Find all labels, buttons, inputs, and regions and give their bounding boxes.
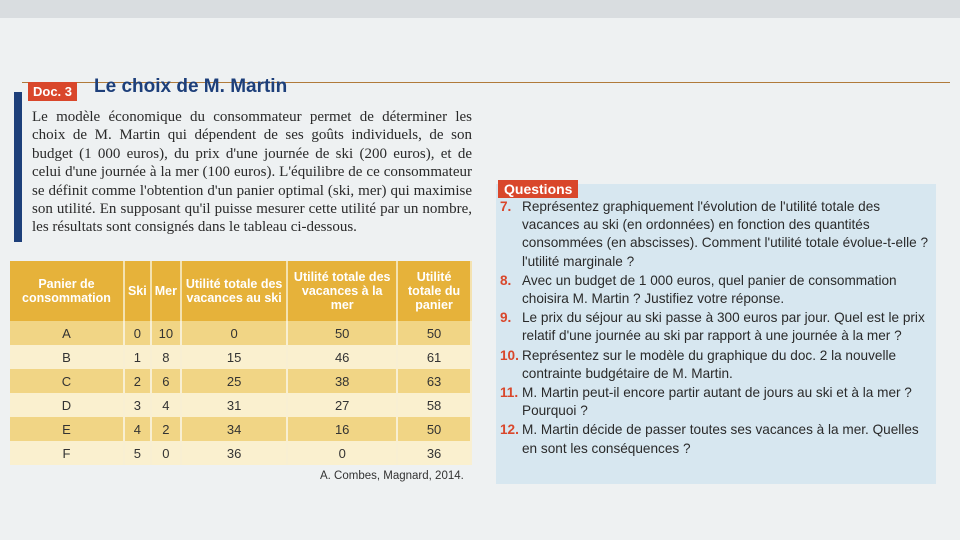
- table-row: A 0 10 0 50 50: [10, 321, 472, 345]
- table-row: E 4 2 34 16 50: [10, 417, 472, 441]
- table-cell: 1: [123, 345, 152, 369]
- table-cell: 36: [397, 441, 472, 465]
- questions-list: 7. Représentez graphiquement l'évolution …: [500, 198, 930, 459]
- source: A. Combes, Magnard, 2014.: [320, 470, 464, 482]
- table-header: Ski: [123, 261, 152, 321]
- table-cell: 2: [150, 417, 182, 441]
- question-text: Représentez graphiquement l'évolution de…: [522, 199, 929, 269]
- table-row: D 3 4 31 27 58: [10, 393, 472, 417]
- table-cell: 61: [397, 345, 472, 369]
- question: 9. Le prix du séjour au ski passe à 300 e…: [500, 309, 930, 345]
- table-cell: 0: [180, 321, 289, 345]
- table-cell: 16: [287, 417, 399, 441]
- question-text: Représentez sur le modèle du graphique d…: [522, 347, 897, 381]
- doc-label: Doc. 3: [28, 82, 78, 101]
- question-number: 11.: [500, 385, 519, 401]
- table-cell: 31: [180, 393, 289, 417]
- header-row: Panier de consommation Ski Mer Utilité tota…: [10, 261, 472, 321]
- table-header: Utilité totale des vacances à la mer: [287, 261, 399, 321]
- table-cell: E: [10, 417, 125, 441]
- table-cell: 0: [123, 321, 152, 345]
- table-cell: 58: [397, 393, 472, 417]
- data-table: Panier de consommation Ski Mer Utilité tota…: [10, 261, 472, 465]
- question-text: Avec un budget de 1 000 euros, quel pani…: [522, 272, 897, 307]
- doc-text: Le modèle économique du consommateur per…: [32, 109, 472, 236]
- question: 11. M. Martin peut-il encore partir autan…: [500, 384, 930, 420]
- table-cell: A: [10, 321, 125, 345]
- table-row: C 2 6 25 38 63: [10, 369, 472, 393]
- question-number: 12.: [500, 422, 519, 438]
- table-header: Utilité totale des vacances au ski: [180, 261, 289, 321]
- table-header: Utilité totale du panier: [397, 261, 472, 321]
- table-cell: 50: [397, 417, 472, 441]
- question-text: Le prix du séjour au ski passe à 300 eur…: [522, 310, 925, 344]
- table-cell: F: [10, 441, 125, 465]
- table-cell: 4: [150, 393, 182, 417]
- table-cell: 15: [180, 345, 289, 369]
- table-cell: 27: [287, 393, 399, 417]
- table-cell: 10: [150, 321, 182, 345]
- table-cell: 46: [287, 345, 399, 369]
- title-rule: [22, 82, 950, 83]
- table-cell: 5: [123, 441, 152, 465]
- table-cell: 38: [287, 369, 399, 393]
- question: 12. M. Martin décide de passer toutes ses…: [500, 421, 930, 457]
- book-page: Doc. 3 Le choix de M. Martin Le modèle é…: [0, 18, 960, 540]
- table-cell: 0: [150, 441, 182, 465]
- question-number: 8.: [500, 272, 512, 288]
- table-cell: 36: [180, 441, 289, 465]
- table-cell: C: [10, 369, 125, 393]
- table-header: Panier de consommation: [10, 261, 125, 321]
- table-row: F 5 0 36 0 36: [10, 441, 472, 465]
- table-row: B 1 8 15 46 61: [10, 345, 472, 369]
- table-cell: 50: [397, 321, 472, 345]
- table-body: A 0 10 0 50 50 B 1 8 15 46 61 C 2 6 25 38 63 D 3 4 31 27 58 E 4 2 3…: [10, 321, 472, 465]
- table-cell: B: [10, 345, 125, 369]
- question-text: M. Martin peut-il encore partir autant d…: [522, 385, 912, 419]
- questions-label: Questions: [498, 180, 579, 198]
- question-number: 7.: [500, 199, 512, 214]
- question-text: M. Martin décide de passer toutes ses va…: [522, 422, 919, 456]
- table-cell: D: [10, 393, 125, 417]
- questions-box: [496, 184, 936, 484]
- question: 8. Avec un budget de 1 000 euros, quel pa…: [500, 272, 930, 308]
- table-cell: 2: [123, 369, 152, 393]
- doc-title: Le choix de M. Martin: [94, 76, 288, 97]
- question: 7. Représentez graphiquement l'évolution …: [500, 198, 930, 271]
- table-cell: 6: [150, 369, 182, 393]
- table-cell: 3: [123, 393, 152, 417]
- table-cell: 0: [287, 441, 399, 465]
- table-cell: 4: [123, 417, 152, 441]
- question-number: 9.: [500, 310, 512, 326]
- table-cell: 25: [180, 369, 289, 393]
- table-header: Mer: [150, 261, 182, 321]
- table-cell: 50: [287, 321, 399, 345]
- question-number: 10.: [500, 347, 519, 363]
- table-cell: 63: [397, 369, 472, 393]
- table-cell: 34: [180, 417, 289, 441]
- side-bar: [14, 92, 22, 242]
- question: 10. Représentez sur le modèle du graphiqu…: [500, 347, 930, 383]
- table-cell: 8: [150, 345, 182, 369]
